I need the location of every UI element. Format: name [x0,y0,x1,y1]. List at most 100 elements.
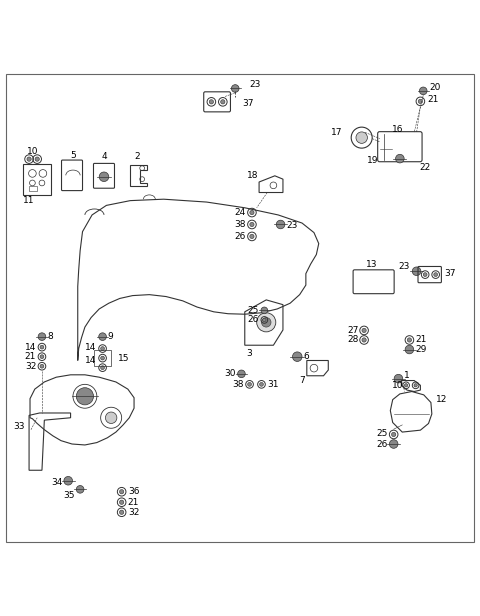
Text: 3: 3 [247,349,252,359]
Circle shape [405,384,408,387]
Circle shape [396,155,404,163]
Circle shape [27,157,31,161]
Text: 31: 31 [268,380,279,389]
Circle shape [407,338,411,342]
Circle shape [414,384,417,387]
Circle shape [292,352,302,362]
Text: 14: 14 [84,356,96,365]
Circle shape [362,338,366,342]
Text: 37: 37 [242,99,254,108]
Circle shape [418,99,422,103]
Circle shape [120,490,124,494]
Circle shape [35,157,39,161]
Text: 5: 5 [70,151,76,160]
Text: 10: 10 [392,381,404,390]
Text: 32: 32 [25,362,36,371]
Circle shape [101,356,105,360]
Bar [29,186,37,191]
Circle shape [101,366,105,370]
Circle shape [261,307,268,314]
Text: 18: 18 [247,171,258,180]
Text: 30: 30 [225,370,236,378]
Text: 25: 25 [377,429,388,438]
Circle shape [412,267,421,275]
Text: 26: 26 [248,315,259,325]
Text: 23: 23 [250,80,261,89]
Circle shape [120,510,124,514]
Text: 27: 27 [347,326,359,335]
Circle shape [394,375,403,383]
Text: 6: 6 [303,352,309,361]
Text: 25: 25 [248,306,259,315]
Circle shape [76,387,94,405]
Circle shape [420,87,427,95]
Text: 21: 21 [416,336,427,344]
Text: 37: 37 [444,269,456,278]
Text: 1: 1 [404,371,409,380]
Circle shape [248,383,252,386]
Text: 23: 23 [287,221,298,230]
Circle shape [434,273,438,277]
Text: 14: 14 [84,342,96,352]
Text: 12: 12 [436,395,447,404]
Circle shape [276,220,285,229]
Circle shape [40,355,44,359]
Circle shape [40,364,44,368]
Text: 15: 15 [118,354,130,363]
Text: 11: 11 [23,196,35,205]
Circle shape [257,313,276,332]
Circle shape [106,412,117,423]
Text: 10: 10 [27,147,38,156]
Circle shape [38,333,46,341]
Text: 2: 2 [134,152,140,161]
Circle shape [405,345,414,354]
Text: 13: 13 [365,259,377,269]
Circle shape [76,485,84,493]
Circle shape [120,500,124,505]
Circle shape [263,318,266,322]
Circle shape [423,273,427,277]
Text: 21: 21 [25,352,36,361]
Circle shape [260,383,264,386]
Text: 23: 23 [398,262,410,270]
Text: 34: 34 [51,477,62,487]
Bar [95,349,111,367]
Text: 9: 9 [108,332,113,341]
Circle shape [209,100,214,104]
Circle shape [231,84,239,92]
Text: 7: 7 [299,376,305,385]
Text: 33: 33 [13,422,24,431]
Circle shape [250,211,254,215]
Text: 26: 26 [377,439,388,448]
Text: 38: 38 [234,220,246,229]
Circle shape [99,333,107,341]
Circle shape [250,234,254,238]
Circle shape [238,370,245,378]
Text: 22: 22 [419,163,430,172]
Circle shape [221,100,225,104]
Text: 14: 14 [25,342,36,352]
Circle shape [356,132,367,144]
Circle shape [389,440,398,448]
Text: 29: 29 [416,345,427,354]
Circle shape [262,317,271,327]
Circle shape [362,328,366,333]
Text: 28: 28 [347,336,359,344]
Circle shape [64,476,72,485]
Text: 21: 21 [427,95,438,104]
Bar [23,164,51,195]
Text: 19: 19 [367,156,378,164]
Text: 16: 16 [392,124,403,134]
Circle shape [250,222,254,227]
Text: 38: 38 [232,380,244,389]
Text: 36: 36 [128,487,139,496]
Text: 32: 32 [128,508,139,517]
Circle shape [392,432,396,437]
Text: 8: 8 [47,332,53,341]
Text: 24: 24 [234,208,246,217]
Text: 26: 26 [234,232,246,241]
Circle shape [99,172,109,182]
Text: 4: 4 [101,152,107,161]
Text: 17: 17 [331,128,343,137]
Text: 21: 21 [128,498,139,507]
